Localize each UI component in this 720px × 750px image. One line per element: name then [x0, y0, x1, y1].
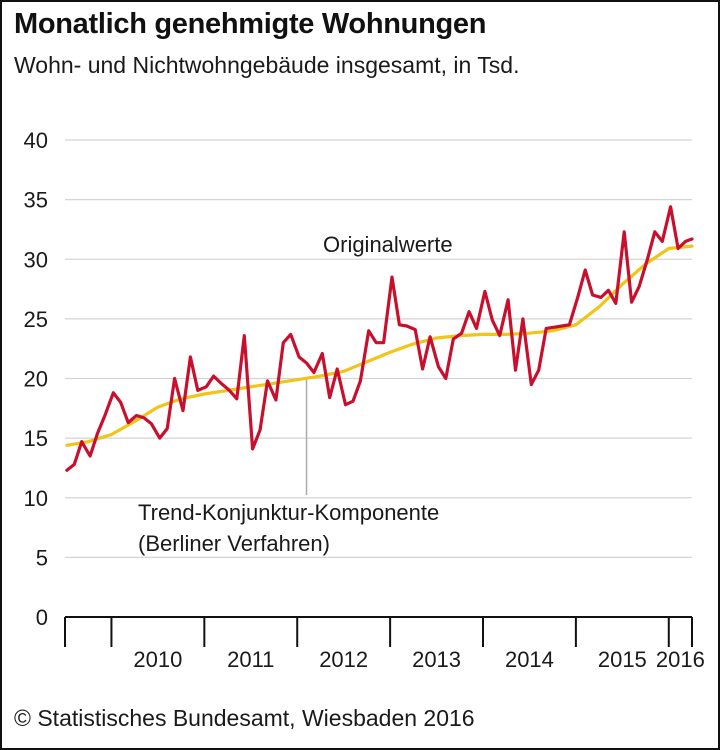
series-layer: [65, 205, 694, 472]
x-tick-label: 2011: [227, 647, 274, 672]
x-axis: 2010 2011 2012 2013 2014 2015 2016: [64, 616, 705, 672]
x-tick-label: 2012: [319, 647, 368, 672]
x-tick-label: 2013: [412, 647, 461, 672]
annotation-trend-label: Trend-Konjunktur-Komponente: [138, 500, 439, 525]
y-tick-label: 0: [36, 605, 48, 630]
y-tick-label: 5: [36, 545, 48, 570]
y-tick-label: 30: [24, 247, 48, 272]
annotation-trend-method: (Berliner Verfahren): [138, 531, 330, 556]
y-tick-label: 15: [24, 426, 48, 451]
y-tick-label: 35: [24, 188, 48, 213]
x-tick-label: 2015: [598, 647, 647, 672]
source-note: © Statistisches Bundesamt, Wiesbaden 201…: [14, 705, 475, 731]
chart-title: Monatlich genehmigte Wohnungen: [14, 8, 487, 40]
y-tick-label: 10: [24, 486, 48, 511]
x-tick-label: 2014: [505, 647, 554, 672]
annotation-originalwerte: Originalwerte: [323, 232, 453, 257]
grid-lines: [65, 139, 692, 558]
chart-subtitle: Wohn- und Nichtwohngebäude insgesamt, in…: [14, 52, 520, 78]
y-tick-label: 20: [24, 367, 48, 392]
x-tick-label: 2010: [133, 647, 182, 672]
y-tick-label: 25: [24, 307, 48, 332]
series-line-trend: [65, 244, 694, 447]
x-tick-label: 2016: [656, 647, 705, 672]
y-axis-tick-labels: 0 5 10 15 20 25 30 35 40: [24, 128, 48, 630]
series-line-originalwerte: [65, 205, 694, 472]
y-tick-label: 40: [24, 128, 48, 153]
